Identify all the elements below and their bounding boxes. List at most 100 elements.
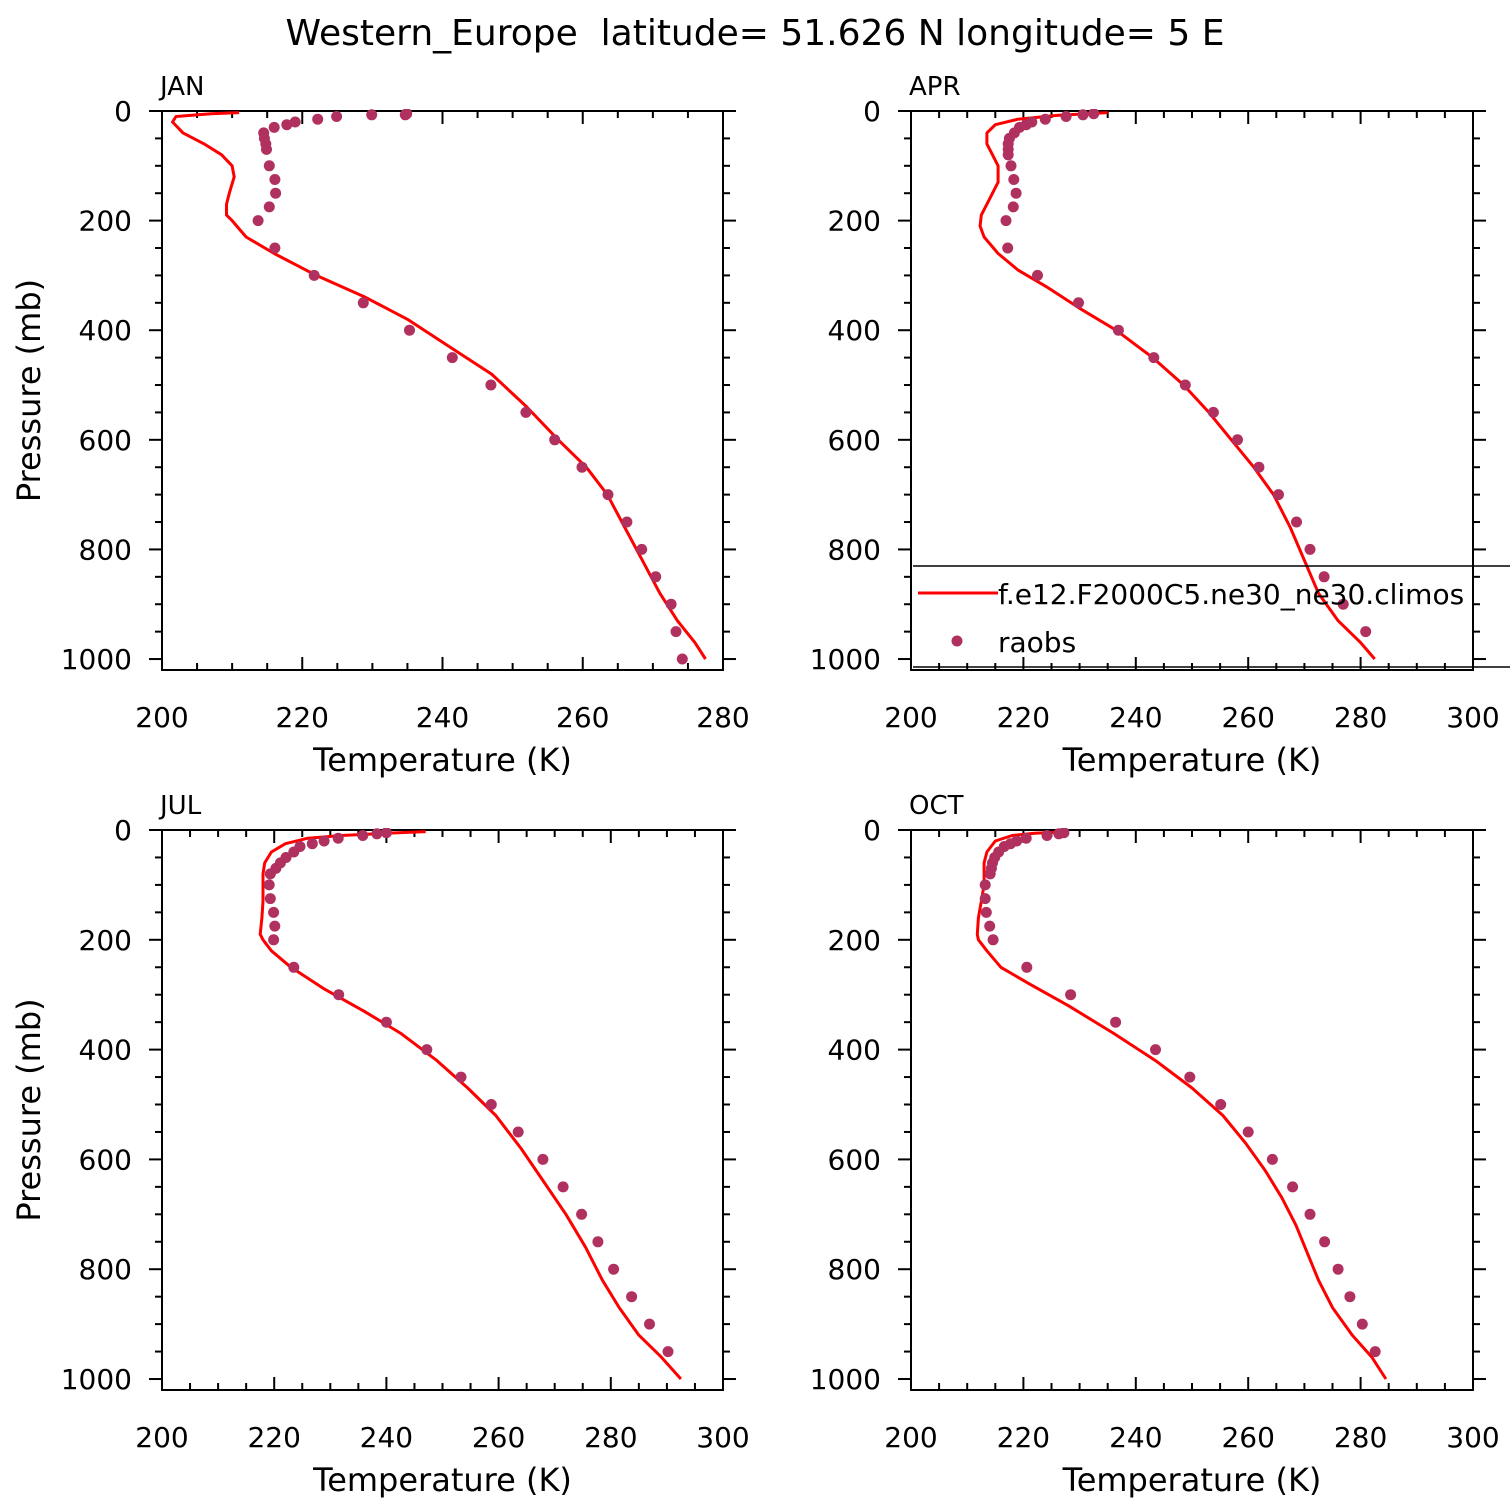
- raobs-point: [636, 543, 648, 555]
- x-tick-label: 200: [884, 1421, 937, 1454]
- raobs-point: [1179, 379, 1191, 391]
- raobs-point: [576, 1208, 588, 1220]
- x-tick-label: 220: [997, 701, 1050, 734]
- legend-label-obs: raobs: [998, 626, 1076, 659]
- y-tick-label: 1000: [61, 643, 132, 676]
- legend: f.e12.F2000C5.ne30_ne30.climos raobs: [913, 565, 1510, 668]
- raobs-point: [1369, 1346, 1381, 1358]
- panel-label: OCT: [909, 791, 964, 821]
- y-tick-label: 400: [828, 314, 881, 347]
- x-tick-label: 260: [472, 1421, 525, 1454]
- raobs-point: [268, 906, 280, 918]
- raobs-point: [1215, 1099, 1227, 1110]
- raobs-point: [1039, 113, 1051, 125]
- raobs-point: [357, 830, 369, 841]
- raobs-point: [1005, 160, 1017, 172]
- y-tick-label: 600: [79, 424, 132, 457]
- raobs-point: [520, 406, 532, 418]
- raobs-point: [380, 1016, 392, 1028]
- raobs-point: [269, 242, 281, 254]
- raobs-point: [1112, 324, 1124, 336]
- raobs-point: [979, 879, 991, 891]
- x-tick-label: 220: [276, 701, 329, 734]
- raobs-point: [455, 1071, 467, 1083]
- plot-frame: [161, 110, 724, 671]
- model-profile-line: [171, 111, 707, 660]
- y-tick-label: 600: [828, 1143, 881, 1176]
- raobs-point: [1021, 961, 1033, 973]
- raobs-point: [312, 113, 324, 125]
- raobs-point: [1291, 516, 1302, 528]
- raobs-point: [1065, 989, 1077, 1001]
- x-tick-label: 300: [1446, 1421, 1499, 1454]
- y-tick-label: 400: [828, 1034, 881, 1067]
- y-tick-label: 800: [79, 533, 132, 566]
- x-tick-label: 280: [696, 701, 749, 734]
- y-tick-label: 1000: [810, 643, 881, 676]
- y-tick-label: 800: [79, 1253, 132, 1286]
- raobs-point: [621, 516, 633, 528]
- raobs-point: [1150, 1044, 1161, 1056]
- x-tick-label: 260: [1221, 701, 1274, 734]
- raobs-point: [485, 1099, 497, 1110]
- x-tick-label: 240: [360, 1421, 413, 1454]
- raobs-point: [670, 626, 682, 638]
- x-axis-label: Temperature (K): [312, 1461, 572, 1499]
- raobs-point: [288, 846, 300, 858]
- raobs-point: [665, 598, 677, 610]
- x-tick-label: 200: [135, 701, 188, 734]
- raobs-point: [1356, 1318, 1368, 1330]
- x-tick-label: 280: [1334, 701, 1387, 734]
- y-tick-label: 0: [863, 95, 881, 128]
- raobs-point: [1088, 109, 1100, 120]
- raobs-point: [1010, 187, 1022, 199]
- x-axis-label: Temperature (K): [1062, 1461, 1322, 1499]
- raobs-point: [1060, 111, 1072, 122]
- raobs-point: [318, 835, 330, 847]
- raobs-point: [1007, 201, 1019, 213]
- raobs-point: [281, 119, 293, 131]
- raobs-point: [1318, 571, 1330, 583]
- raobs-point: [980, 906, 992, 918]
- raobs-point: [512, 1126, 524, 1138]
- y-tick-label: 200: [79, 205, 132, 238]
- panel-label: APR: [909, 72, 961, 102]
- plot-frame: [161, 829, 724, 1391]
- figure-title: Western_Europe latitude= 51.626 N longit…: [286, 13, 1225, 54]
- x-tick-label: 300: [696, 1421, 749, 1454]
- raobs-point: [366, 109, 378, 121]
- raobs-point: [308, 269, 320, 281]
- raobs-point: [404, 324, 415, 336]
- model-profile-line: [258, 830, 683, 1381]
- raobs-point: [1032, 269, 1043, 281]
- raobs-point: [1360, 626, 1372, 638]
- raobs-point: [1232, 434, 1243, 446]
- y-tick-label: 800: [828, 1253, 881, 1286]
- y-tick-label: 0: [114, 95, 132, 128]
- raobs-point: [268, 121, 280, 133]
- raobs-point: [380, 828, 392, 839]
- raobs-point: [1287, 1181, 1299, 1193]
- x-tick-label: 240: [416, 701, 469, 734]
- raobs-point: [1008, 174, 1020, 185]
- raobs-point: [331, 111, 343, 122]
- raobs-point: [289, 116, 301, 128]
- raobs-point: [1000, 215, 1012, 227]
- raobs-point: [602, 489, 614, 501]
- x-axis-label: Temperature (K): [312, 741, 572, 779]
- panel-apr: 200 220 240 260 280 300 0 200 400 600 800 1000 APR Te…: [810, 72, 1500, 779]
- x-tick-label: 200: [884, 701, 937, 734]
- x-tick-label: 240: [1109, 1421, 1162, 1454]
- raobs-point: [1344, 1291, 1356, 1303]
- raobs-point: [252, 215, 264, 227]
- raobs-point: [557, 1181, 569, 1193]
- y-tick-label: 800: [828, 533, 881, 566]
- panel-label: JUL: [158, 791, 202, 821]
- raobs-point: [446, 352, 458, 364]
- y-axis-label: Pressure (mb): [10, 998, 48, 1221]
- plot-frame: [910, 829, 1474, 1391]
- raobs-point: [264, 868, 276, 880]
- x-axis-label: Temperature (K): [1062, 741, 1322, 779]
- model-profile-line: [978, 111, 1376, 660]
